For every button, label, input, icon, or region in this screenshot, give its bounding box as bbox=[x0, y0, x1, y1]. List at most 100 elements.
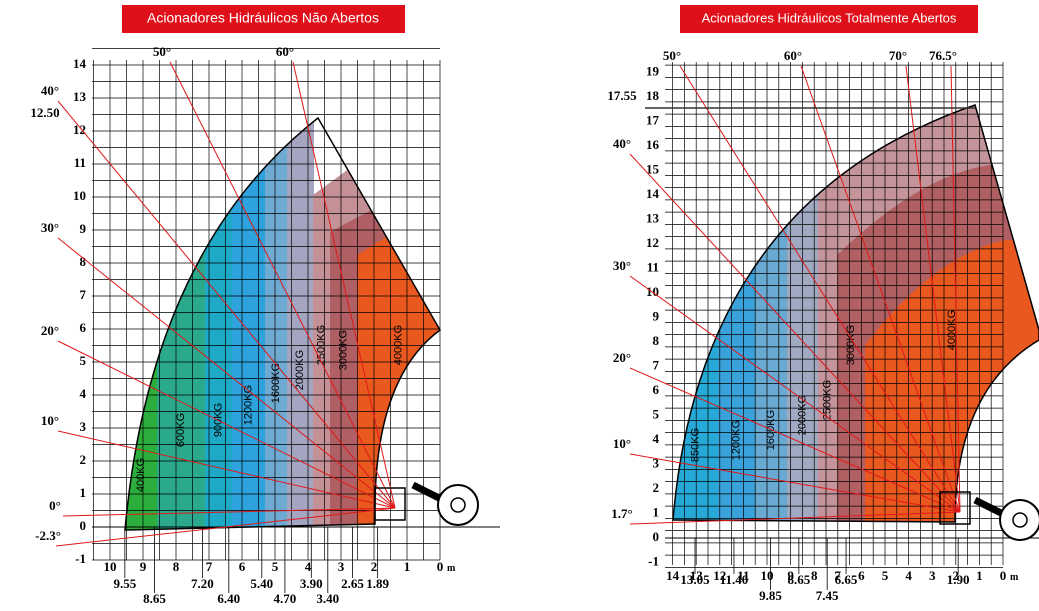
angle-line bbox=[629, 153, 961, 513]
reach-label: 8.65 bbox=[143, 591, 166, 606]
wheel bbox=[999, 499, 1039, 541]
reach-label: 1.90 bbox=[947, 572, 970, 587]
reach-label: 13.05 bbox=[680, 572, 710, 587]
y-tick-label: 11 bbox=[74, 155, 86, 170]
reach-label: 7.45 bbox=[816, 588, 839, 603]
y-tick-label: 7 bbox=[80, 287, 87, 302]
reach-label: 4.70 bbox=[274, 591, 297, 606]
y-tick-label: 13 bbox=[646, 210, 660, 225]
angle-label: 60° bbox=[784, 48, 802, 63]
angle-line bbox=[629, 511, 961, 525]
zone bbox=[232, 118, 266, 530]
angle-line bbox=[629, 453, 961, 513]
x-tick-label: 10 bbox=[104, 559, 117, 574]
x-tick-label: 11 bbox=[737, 568, 749, 583]
angle-line bbox=[950, 65, 961, 513]
envelope bbox=[124, 116, 441, 531]
angle-label: 20° bbox=[41, 323, 59, 338]
reach-label: 6.65 bbox=[835, 572, 858, 587]
envelope bbox=[672, 104, 1039, 523]
y-tick-label: 1 bbox=[80, 485, 87, 500]
reach-label: 5.40 bbox=[250, 576, 273, 591]
y-tick-label: 15 bbox=[646, 161, 660, 176]
x-tick-label: 9 bbox=[140, 559, 147, 574]
reach-label: 1.89 bbox=[366, 576, 389, 591]
zone-label: 850KG bbox=[689, 428, 701, 462]
reach-label: 3.40 bbox=[316, 591, 339, 606]
y-tick-label: 9 bbox=[80, 221, 87, 236]
x-tick-label: 5 bbox=[272, 559, 279, 574]
angle-line bbox=[62, 507, 396, 517]
x-tick-label: 12 bbox=[713, 568, 726, 583]
y-tick-label: 3 bbox=[80, 419, 87, 434]
reach-label: 2.65 bbox=[341, 576, 364, 591]
angle-line bbox=[905, 65, 961, 513]
zone-label: 4000KG bbox=[946, 310, 958, 350]
angle-label: 50° bbox=[153, 44, 171, 59]
x-tick-label: 3 bbox=[338, 559, 345, 574]
y-tick-label: 5 bbox=[653, 406, 660, 421]
zones bbox=[125, 118, 440, 530]
angle-label: 30° bbox=[613, 258, 631, 273]
y-tick-label: -1 bbox=[648, 553, 659, 568]
x-tick-label: 10 bbox=[761, 568, 774, 583]
angle-label: 20° bbox=[613, 350, 631, 365]
reach-label: 6.40 bbox=[217, 591, 240, 606]
height-label: 12.50 bbox=[30, 105, 59, 120]
wheel bbox=[437, 484, 479, 526]
angle-line bbox=[679, 65, 961, 513]
x-tick-label: 6 bbox=[858, 568, 865, 583]
x-tick-label: 2 bbox=[371, 559, 378, 574]
x-tick-label: 0 bbox=[1000, 568, 1007, 583]
angle-line bbox=[629, 275, 961, 513]
y-tick-label: 14 bbox=[646, 186, 660, 201]
angle-label: 1.7° bbox=[611, 506, 632, 521]
y-tick-label: 8 bbox=[653, 333, 660, 348]
y-tick-label: 17 bbox=[646, 112, 660, 127]
y-tick-label: 11 bbox=[647, 259, 659, 274]
zone-label: 4000KG bbox=[392, 325, 404, 365]
y-tick-label: 4 bbox=[653, 431, 660, 446]
reach-label: 3.90 bbox=[300, 576, 323, 591]
x-tick-label: 7 bbox=[206, 559, 213, 574]
x-tick-label: 14 bbox=[666, 568, 680, 583]
x-tick-label: 8 bbox=[811, 568, 818, 583]
y-tick-label: 10 bbox=[73, 188, 86, 203]
pivot-box bbox=[939, 491, 971, 525]
angle-line bbox=[629, 367, 961, 513]
angle-line bbox=[57, 237, 396, 509]
angle-label: 76.5° bbox=[929, 48, 957, 63]
angle-line bbox=[57, 430, 396, 509]
angle-label: 40° bbox=[41, 83, 59, 98]
title-bg bbox=[122, 5, 405, 33]
x-tick-label: 2 bbox=[953, 568, 960, 583]
angle-line bbox=[55, 507, 396, 547]
x-unit: m bbox=[1010, 572, 1019, 583]
angle-line bbox=[57, 100, 396, 509]
angle-label: 40° bbox=[613, 136, 631, 151]
zone-label: 2000KG bbox=[796, 395, 808, 435]
y-tick-label: 8 bbox=[80, 254, 87, 269]
x-tick-label: 7 bbox=[835, 568, 842, 583]
angle-line bbox=[800, 65, 961, 513]
y-tick-label: 1 bbox=[653, 504, 660, 519]
y-tick-label: 9 bbox=[653, 308, 660, 323]
y-tick-label: 18 bbox=[646, 88, 660, 103]
zone-label: 600KG bbox=[175, 413, 187, 447]
angle-line bbox=[57, 340, 396, 509]
wheel-hub bbox=[450, 497, 466, 513]
title: Acionadores Hidráulicos Totalmente Abert… bbox=[702, 10, 957, 25]
zone-label: 400KG bbox=[135, 458, 147, 492]
zone bbox=[265, 118, 288, 530]
title: Acionadores Hidráulicos Não Abertos bbox=[147, 10, 379, 26]
reach-label: 9.55 bbox=[113, 576, 136, 591]
angle-label: 60° bbox=[276, 44, 294, 59]
wheel-hub bbox=[1012, 512, 1028, 528]
y-tick-label: 0 bbox=[80, 518, 87, 533]
zone-label: 2500KG bbox=[315, 325, 327, 365]
reach-label: 11.40 bbox=[720, 572, 749, 587]
angle-label: 70° bbox=[889, 48, 907, 63]
angle-label: -2.3° bbox=[35, 528, 61, 543]
y-tick-label: 6 bbox=[653, 382, 660, 397]
x-tick-label: 1 bbox=[404, 559, 411, 574]
